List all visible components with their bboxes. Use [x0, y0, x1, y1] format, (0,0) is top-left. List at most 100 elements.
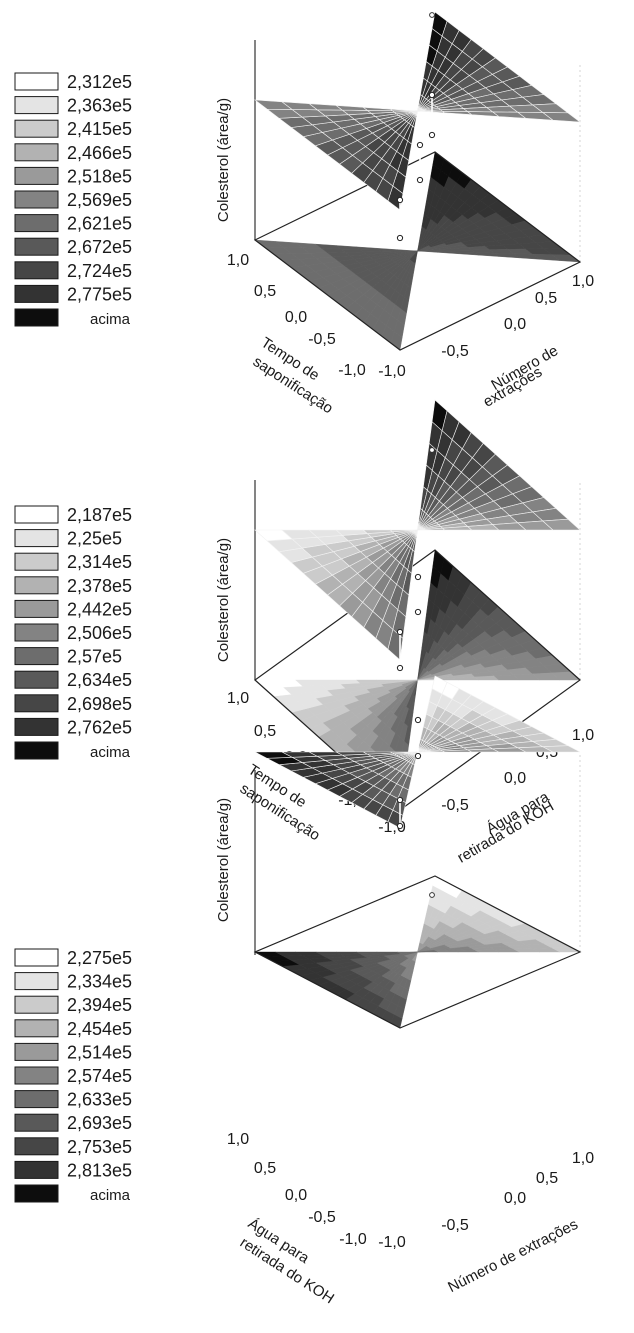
x-tick-label: -0,5: [308, 331, 336, 348]
legend-label: 2,415e5: [67, 119, 132, 139]
floor-outline: [253, 151, 582, 351]
design-point: [396, 796, 404, 804]
x-tick-label: 1,0: [227, 1131, 249, 1148]
design-point: [416, 141, 424, 149]
legend-swatch: [14, 1042, 59, 1061]
y-tick-label: 0,0: [504, 770, 526, 787]
legend-label: 2,466e5: [67, 143, 132, 163]
z-axis-label: Colesterol (área/g): [215, 798, 232, 922]
x-tick-label: 0,5: [254, 723, 276, 740]
y-tick-label: -0,5: [441, 343, 469, 360]
design-point: [429, 12, 435, 18]
y-tick-label: 0,0: [504, 316, 526, 333]
legend-label: 2,363e5: [67, 96, 132, 116]
surface-chart-1: Colesterol (área/g)1,00,50,0-0,5-1,0 -1,0…: [14, 11, 594, 417]
y-tick-label: 0,5: [536, 1170, 558, 1187]
legend-swatch: [14, 237, 59, 256]
design-point: [414, 608, 422, 616]
floor-contour-patch: [376, 248, 399, 251]
x-tick-label: 0,5: [254, 283, 276, 300]
legend-swatch: [14, 995, 59, 1014]
legend-label: 2,378e5: [67, 576, 132, 596]
legend-label: 2,57e5: [67, 647, 122, 667]
legend-label: 2,724e5: [67, 261, 132, 281]
legend-label: 2,672e5: [67, 237, 132, 257]
legend-swatch: [14, 143, 59, 162]
legend-label: 2,514e5: [67, 1042, 132, 1062]
y-tick-label: 1,0: [572, 727, 594, 744]
legend-swatch: [14, 694, 59, 713]
design-point: [416, 176, 424, 184]
legend-swatch: [14, 1090, 59, 1109]
legend-label: 2,334e5: [67, 972, 132, 992]
y-tick-label: 0,5: [535, 290, 557, 307]
legend-swatch: [14, 670, 59, 689]
legend-swatch: [14, 308, 59, 327]
legend-label: 2,698e5: [67, 694, 132, 714]
surface-mesh-cell: [541, 745, 581, 753]
legend-label: 2,633e5: [67, 1090, 132, 1110]
legend-label: 2,762e5: [67, 717, 132, 737]
design-point: [396, 628, 404, 636]
legend-label: 2,394e5: [67, 995, 132, 1015]
floor-contour-patch: [355, 246, 380, 251]
y-tick-label: 1,0: [572, 1150, 594, 1167]
legend-label: 2,693e5: [67, 1113, 132, 1133]
legend-swatch: [14, 214, 59, 233]
legend-swatch: [14, 1160, 59, 1179]
legend-label: 2,506e5: [67, 623, 132, 643]
x-tick-label: 1,0: [227, 252, 249, 269]
legend-label: 2,25e5: [67, 529, 122, 549]
legend-label: 2,634e5: [67, 670, 132, 690]
floor-contour-patch: [436, 251, 459, 254]
x-tick-label: 0,0: [285, 1187, 307, 1204]
y-tick-label: 1,0: [572, 273, 594, 290]
floor-contour-patch: [396, 249, 418, 252]
legend-swatch: [14, 552, 59, 571]
y-tick-label: -0,5: [441, 797, 469, 814]
legend-label: 2,442e5: [67, 599, 132, 619]
design-point: [396, 822, 404, 830]
y-tick-label: -1,0: [378, 1234, 406, 1251]
legend-label: acima: [90, 311, 131, 328]
surface-mesh-cell: [389, 108, 418, 112]
floor-contour-patch: [336, 951, 361, 955]
legend-swatch: [14, 505, 59, 524]
legend-swatch: [14, 529, 59, 548]
surface-mesh-cell: [389, 529, 418, 533]
y-tick-label: -1,0: [378, 363, 406, 380]
design-point: [396, 196, 404, 204]
legend-swatch: [14, 1113, 59, 1132]
legend-swatch: [14, 717, 59, 736]
legend-swatch: [14, 72, 59, 91]
legend-swatch: [14, 284, 59, 303]
legend-label: 2,314e5: [67, 552, 132, 572]
legend-label: 2,275e5: [67, 948, 132, 968]
legend-swatch: [14, 647, 59, 666]
design-point: [396, 664, 404, 672]
legend-swatch: [14, 1019, 59, 1038]
legend-swatch: [14, 119, 59, 138]
legend-swatch: [14, 1184, 59, 1203]
floor-outline: [253, 875, 582, 1029]
legend-swatch: [14, 576, 59, 595]
y-tick-label: -0,5: [441, 1217, 469, 1234]
legend-swatch: [14, 623, 59, 642]
legend-label: 2,312e5: [67, 72, 132, 92]
floor-contour-patch: [397, 951, 418, 953]
x-tick-label: 1,0: [227, 690, 249, 707]
x-tick-label: 0,5: [254, 1160, 276, 1177]
legend-swatch: [14, 166, 59, 185]
legend-swatch: [14, 948, 59, 967]
legend-label: 2,621e5: [67, 214, 132, 234]
x-tick-label: -1,0: [338, 362, 366, 379]
surface-mesh-cell: [541, 112, 581, 123]
legend-swatch: [14, 96, 59, 115]
legend-swatch: [14, 1137, 59, 1156]
z-axis-label: Colesterol (área/g): [215, 98, 232, 222]
legend-swatch: [14, 741, 59, 760]
surface-mesh-cell: [542, 518, 581, 531]
x-tick-label: -1,0: [339, 1231, 367, 1248]
legend-swatch: [14, 972, 59, 991]
legend-label: 2,454e5: [67, 1019, 132, 1039]
